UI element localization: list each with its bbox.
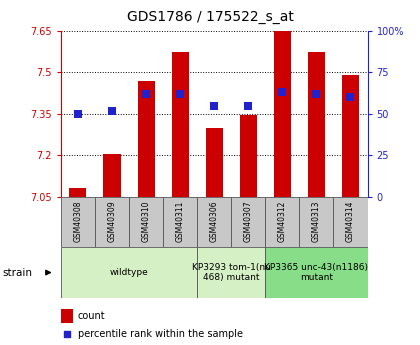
Point — [143, 91, 150, 97]
Point — [240, 253, 247, 258]
Bar — [240, 115, 257, 197]
Point — [109, 108, 116, 113]
Text: KP3293 tom-1(nu
468) mutant: KP3293 tom-1(nu 468) mutant — [192, 263, 270, 282]
Bar — [197, 247, 265, 298]
Point — [177, 91, 184, 97]
Bar — [61, 309, 73, 323]
Bar — [308, 52, 325, 197]
Text: GSM40309: GSM40309 — [108, 201, 116, 243]
Bar — [95, 197, 129, 247]
Text: GSM40307: GSM40307 — [244, 201, 253, 243]
Bar — [129, 197, 163, 247]
Text: percentile rank within the sample: percentile rank within the sample — [78, 329, 243, 339]
Text: GSM40311: GSM40311 — [176, 201, 185, 242]
Text: GDS1786 / 175522_s_at: GDS1786 / 175522_s_at — [126, 10, 294, 24]
Text: GSM40306: GSM40306 — [210, 201, 219, 243]
Point — [279, 90, 286, 95]
Bar — [274, 31, 291, 197]
Point — [313, 91, 320, 97]
Bar — [138, 81, 155, 197]
Bar — [103, 154, 121, 197]
Bar — [265, 197, 299, 247]
Bar — [61, 197, 95, 247]
Text: wildtype: wildtype — [110, 268, 148, 277]
Bar — [265, 247, 368, 298]
Text: strain: strain — [2, 268, 32, 277]
Point — [347, 95, 354, 100]
Text: count: count — [78, 311, 105, 321]
Bar — [206, 128, 223, 197]
Bar — [342, 75, 359, 197]
Bar — [163, 197, 197, 247]
Text: KP3365 unc-43(n1186)
mutant: KP3365 unc-43(n1186) mutant — [265, 263, 368, 282]
Point — [245, 103, 252, 108]
Bar — [69, 188, 87, 197]
Point — [75, 111, 81, 117]
Text: GSM40313: GSM40313 — [312, 201, 321, 243]
Bar — [231, 197, 265, 247]
Text: GSM40308: GSM40308 — [74, 201, 82, 243]
Bar — [172, 52, 189, 197]
Bar — [299, 197, 333, 247]
Bar — [61, 247, 197, 298]
Bar — [197, 197, 231, 247]
Text: GSM40310: GSM40310 — [142, 201, 150, 243]
Bar — [333, 197, 368, 247]
Text: GSM40312: GSM40312 — [278, 201, 287, 242]
Point — [211, 103, 218, 108]
Text: GSM40314: GSM40314 — [346, 201, 355, 243]
